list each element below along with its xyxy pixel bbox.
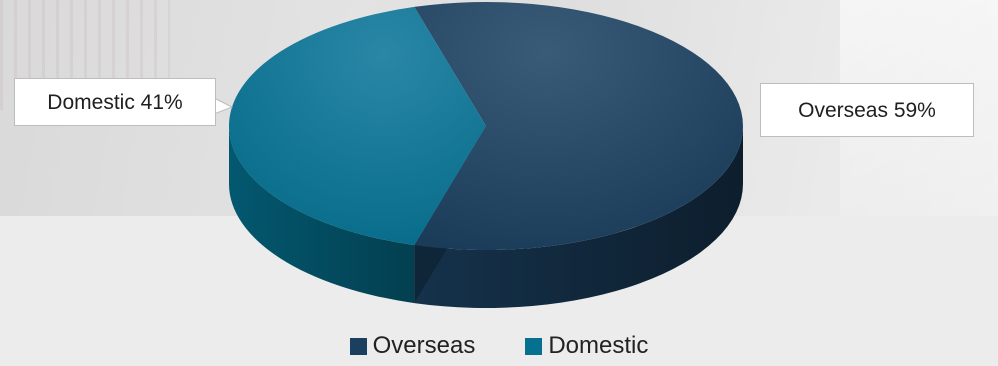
domestic-slice-side [229,126,415,304]
legend-label-overseas: Overseas [372,332,476,359]
domestic-slice [228,6,486,246]
overseas-slice-side [414,126,743,309]
legend-swatch-domestic [525,337,543,355]
pie-group [228,1,743,309]
legend-label-domestic: Domestic [548,332,649,359]
legend-swatch-overseas [349,337,367,355]
legend: Overseas Domestic [0,334,998,358]
domestic-callout-pointer [213,97,234,115]
domestic-data-label: Domestic 41% [14,78,216,126]
overseas-slice [414,1,743,251]
legend-entry-overseas: Overseas [349,332,476,359]
legend-entry-domestic: Domestic [525,334,648,358]
overseas-data-label: Overseas 59% [760,83,974,137]
